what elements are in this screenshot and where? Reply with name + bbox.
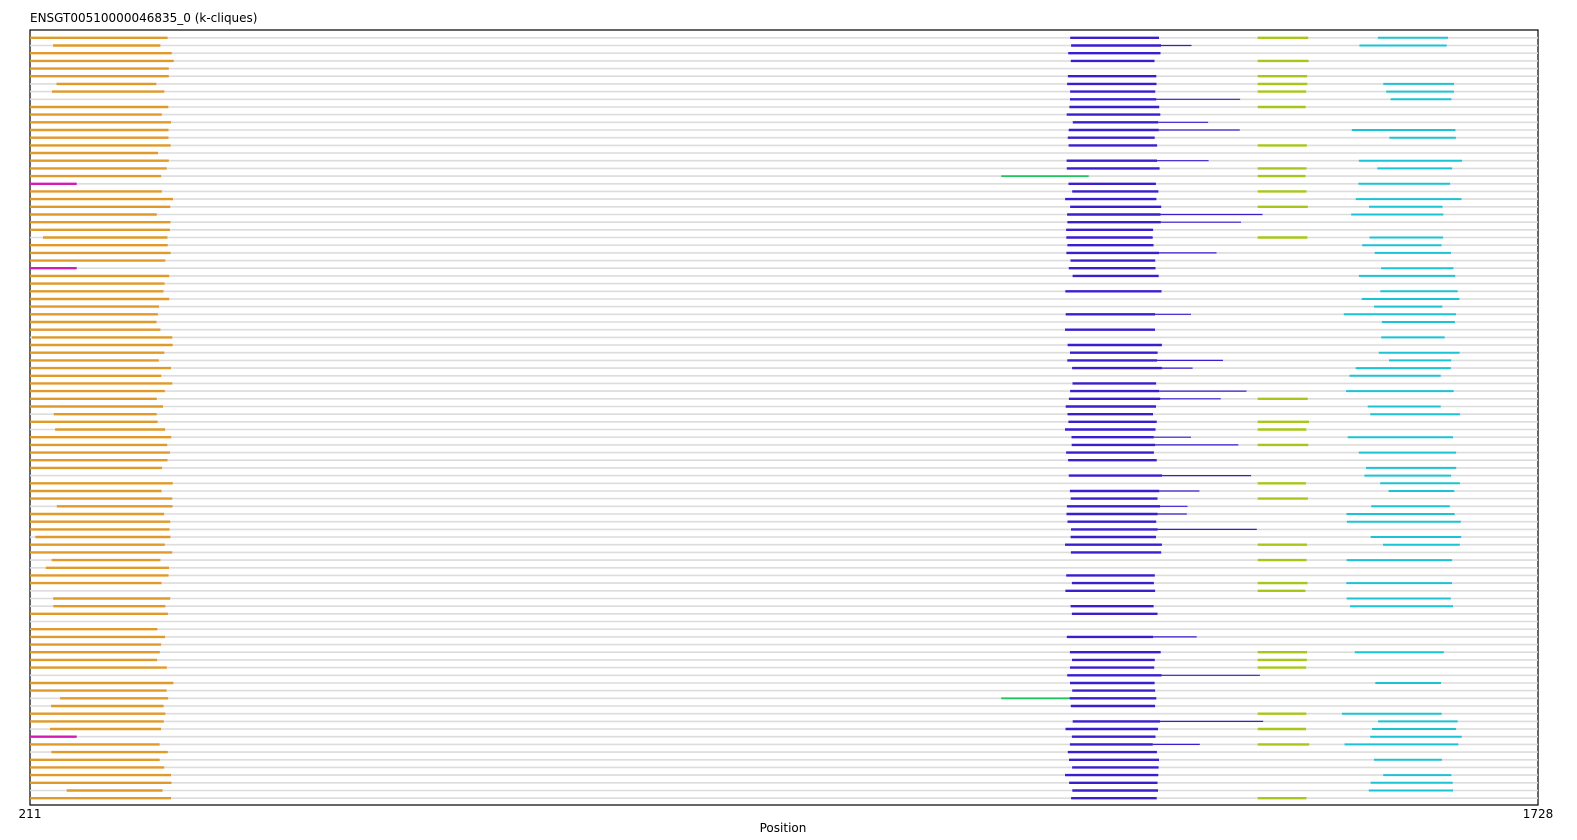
plot-area-frame [29, 29, 1539, 806]
x-tick-max: 1728 [1523, 807, 1554, 821]
chart-title: ENSGT00510000046835_0 (k-cliques) [30, 11, 257, 25]
x-tick-min: 211 [19, 807, 42, 821]
x-axis-label: Position [760, 821, 807, 835]
alignment-rows [30, 36, 1538, 800]
